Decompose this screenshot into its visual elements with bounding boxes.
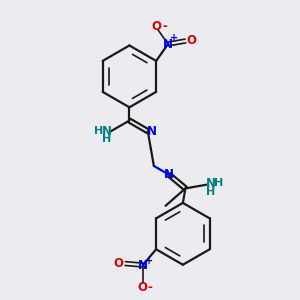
Text: N: N [163,38,173,50]
Text: O: O [152,20,161,33]
Text: N: N [147,125,157,138]
Text: -: - [162,20,167,33]
Text: H: H [214,178,223,188]
Text: O: O [187,34,197,47]
Text: N: N [206,177,216,190]
Text: N: N [164,168,174,181]
Text: +: + [170,33,178,43]
Text: H: H [94,126,103,136]
Text: H: H [206,187,215,197]
Text: N: N [102,125,112,138]
Text: O: O [114,257,124,270]
Text: H: H [102,134,111,144]
Text: +: + [145,256,153,266]
Text: O: O [138,281,148,294]
Text: N: N [138,259,148,272]
Text: -: - [148,281,153,294]
